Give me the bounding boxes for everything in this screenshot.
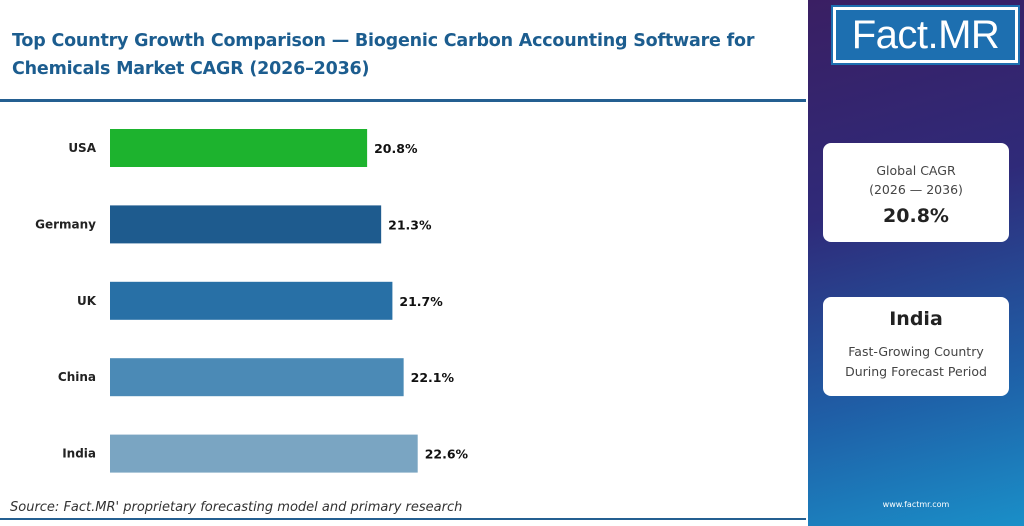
- category-label: USA: [68, 141, 96, 155]
- fastest-country-card: India Fast-Growing Country During Foreca…: [823, 297, 1009, 396]
- value-label: 21.3%: [388, 217, 432, 232]
- chart-panel: Top Country Growth Comparison — Biogenic…: [0, 27, 806, 520]
- value-label: 20.8%: [374, 141, 418, 156]
- bar-germany: [110, 205, 382, 244]
- website-url: www.factmr.com: [882, 500, 950, 509]
- category-label: India: [62, 447, 96, 461]
- bar-india: [110, 434, 418, 473]
- bar-usa: [110, 129, 368, 167]
- category-label: Germany: [35, 217, 96, 231]
- global-cagr-value: 20.8%: [883, 205, 949, 227]
- bar-uk: [110, 281, 393, 320]
- bar-chart: USA 20.8% Germany 21.3% UK 21.7% China 22.1% Ind…: [35, 129, 469, 473]
- category-label: UK: [77, 294, 97, 308]
- value-label: 21.7%: [399, 294, 443, 309]
- sidebar: Fact.MR Global CAGR (2026 — 2036) 20.8% …: [808, 0, 1024, 526]
- chart-title: Top Country Growth Comparison — Biogenic…: [12, 27, 792, 83]
- fastest-country-name: India: [889, 308, 943, 330]
- category-label: China: [58, 370, 96, 384]
- chart-title-line2: Chemicals Market CAGR (2026–2036): [12, 59, 370, 79]
- global-cagr-card: Global CAGR (2026 — 2036) 20.8%: [823, 143, 1009, 242]
- fastest-desc-line2: During Forecast Period: [845, 364, 987, 379]
- value-label: 22.1%: [411, 370, 455, 385]
- value-label: 22.6%: [425, 447, 469, 462]
- global-cagr-label: Global CAGR (2026 — 2036): [823, 161, 1009, 199]
- chart-title-line1: Top Country Growth Comparison — Biogenic…: [12, 31, 755, 51]
- bar-china: [110, 358, 404, 397]
- logo-text: Fact.MR: [836, 10, 1015, 60]
- global-cagr-label-line1: Global CAGR: [876, 163, 956, 178]
- title-divider: [0, 99, 806, 102]
- factmr-logo: Fact.MR: [831, 5, 1020, 65]
- fastest-desc-line1: Fast-Growing Country: [848, 344, 984, 359]
- source-note: Source: Fact.MR' proprietary forecasting…: [10, 500, 463, 515]
- fastest-country-desc: Fast-Growing Country During Forecast Per…: [823, 342, 1009, 382]
- footer-divider: [0, 518, 806, 520]
- global-cagr-label-line2: (2026 — 2036): [869, 182, 963, 197]
